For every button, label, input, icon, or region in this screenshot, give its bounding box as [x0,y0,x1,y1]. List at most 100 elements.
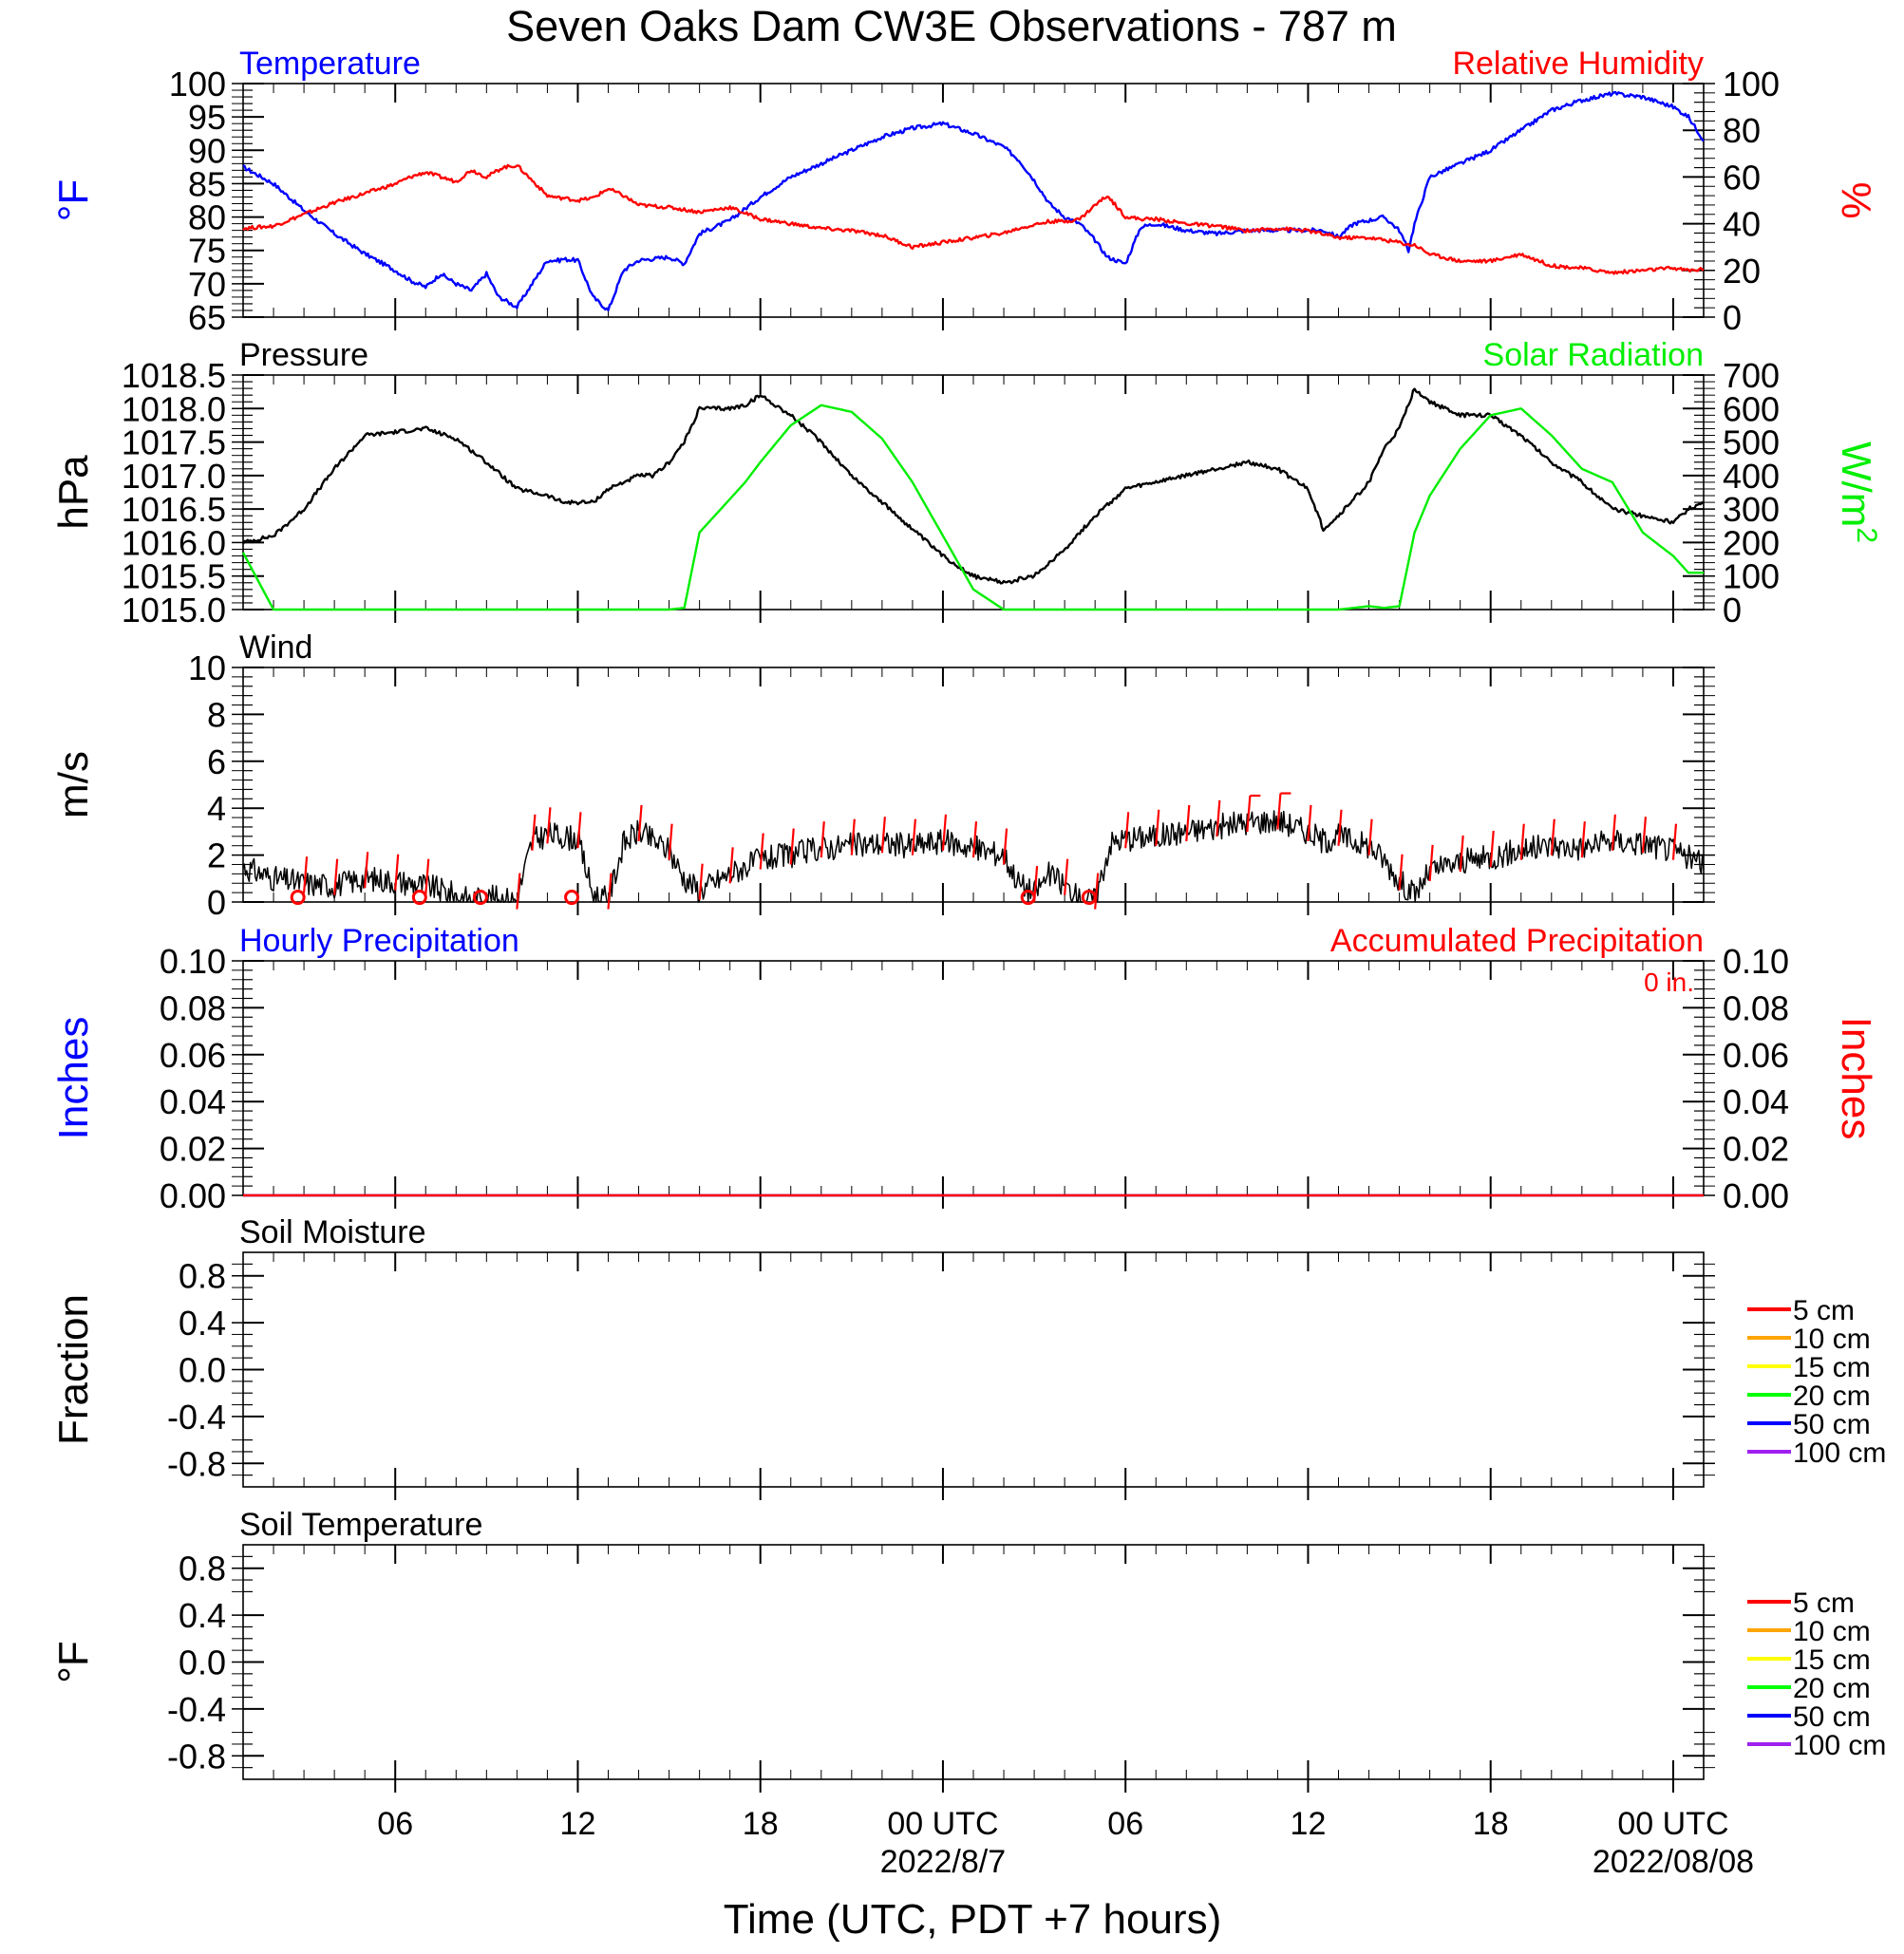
wind-barb [302,856,309,893]
temperature-humidity-left-tick-label: 85 [188,164,226,203]
wind-left-title: Wind [239,629,312,666]
temperature-humidity-right-tick-label: 60 [1723,158,1761,197]
wind-y-label: m/s [50,751,97,818]
soil-moisture-legend-label: 100 cm [1793,1437,1886,1469]
wind-barb [1519,823,1525,860]
temperature-humidity-panel: Temperature Relative Humidity°F %657075808… [50,46,1879,337]
wind-barb [1611,814,1616,851]
temperature-humidity-y-label: °F [50,179,97,221]
wind-barb [1002,828,1009,865]
soil-moisture-left-tick-label: 0.8 [179,1257,226,1296]
temperature-humidity-right-title: Relative Humidity [1452,46,1704,82]
wind-barb [424,858,430,895]
wind-barb [531,814,537,851]
precipitation-left-tick-label: 0.02 [160,1130,226,1169]
pressure-solar-right-tick-label: 400 [1723,457,1780,496]
wind-calm-marker [290,890,306,906]
figure-title: Seven Oaks Dam CW3E Observations - 787 m [506,2,1397,50]
wind-barb [546,807,552,844]
soil-moisture-legend-label: 50 cm [1793,1409,1871,1440]
pressure-solar-y-label-right: W/m2 [1833,442,1882,543]
x-tick-label: 12 [1291,1806,1327,1842]
wind-barb [576,812,582,849]
soil-moisture-left-title: Soil Moisture [239,1214,426,1250]
wind-barb [1367,818,1373,855]
pressure-solar-left-tick-label: 1017.0 [122,457,226,496]
soil-temperature-legend-label: 50 cm [1793,1701,1871,1733]
wind-barb [1216,799,1221,837]
x-tick-label: 06 [377,1806,413,1842]
wind-barb [1641,817,1648,854]
pressure-solar-right-title: Solar Radiation [1483,337,1704,373]
precipitation-right-tick-label: 0.08 [1723,988,1789,1027]
precipitation-right-tick-label: 0.04 [1723,1082,1789,1121]
wind-barb [1064,858,1069,895]
wind-barb [1459,835,1464,873]
x-axis-label: Time (UTC, PDT +7 hours) [724,1896,1221,1943]
temperature-humidity-left-tick-label: 95 [188,98,226,137]
wind-barb [1307,804,1312,841]
soil-moisture-legend-label: 20 cm [1793,1381,1871,1412]
precipitation-left-tick-label: 0.04 [160,1082,226,1121]
x-tick-label: 18 [743,1806,779,1842]
precipitation-left-tick-label: 0.00 [160,1176,226,1215]
wind-left-tick-label: 8 [207,695,226,734]
pressure-solar-right-tick-label: 200 [1723,523,1780,562]
pressure-solar-right-tick-label: 0 [1723,591,1742,629]
wind-calm-marker [411,890,427,906]
wind-barb [698,863,704,900]
pressure-solar-left-tick-label: 1016.0 [122,523,226,562]
precipitation-right-title: Accumulated Precipitation [1330,923,1704,959]
precipitation-right-tick-label: 0.06 [1723,1036,1789,1075]
soil-temperature-left-tick-label: -0.8 [167,1737,226,1776]
temperature-humidity-left-tick-label: 90 [188,131,226,170]
soil-temperature-legend-label: 100 cm [1793,1730,1886,1761]
precipitation-left-tick-label: 0.08 [160,988,226,1027]
soil-temperature-frame [242,1544,1705,1780]
pressure-solar-right-tick-label: 600 [1723,389,1780,428]
temperature-humidity-left-title: Temperature [239,46,421,82]
precipitation-y-label: Inches [50,1017,97,1140]
soil-temperature-legend-label: 15 cm [1793,1644,1871,1676]
soil-temperature-legend-label: 5 cm [1793,1588,1855,1619]
wind-left-tick-label: 10 [188,648,226,687]
temperature-humidity-y-label-right: % [1833,181,1879,218]
pressure-solar-y-label: hPa [50,455,97,530]
temperature-humidity-frame [242,83,1705,318]
wind-barb [1094,873,1100,910]
pressure-solar-series-line [241,387,1705,585]
wind-barb [789,828,795,865]
wind-barb [941,814,948,851]
soil-temperature-y-label: °F [50,1641,97,1682]
precipitation-annotation: 0 in. [1644,968,1694,997]
wind-barb [1155,809,1160,846]
wind-barb [668,823,673,860]
pressure-solar-left-title: Pressure [239,337,368,373]
pressure-solar-left-tick-label: 1017.5 [122,423,226,462]
precipitation-panel: Hourly Precipitation Accumulated Precipit… [50,923,1879,1215]
temperature-humidity-right-tick-label: 40 [1723,205,1761,244]
temperature-humidity-right-tick-label: 100 [1723,65,1780,103]
x-date-label: 2022/08/08 [1593,1844,1754,1880]
wind-barb [880,817,886,854]
pressure-solar-panel: Pressure Solar Radiation hPa W/m2 1015.01015… [50,337,1882,629]
wind-calm-marker [1081,890,1097,906]
wind-barb [1185,804,1191,841]
wind-barb [1580,821,1586,858]
wind-barb [516,873,521,910]
soil-temperature-left-tick-label: -0.4 [167,1690,226,1729]
pressure-solar-left-tick-label: 1016.5 [122,490,226,529]
soil-moisture-legend-label: 10 cm [1793,1324,1871,1355]
temperature-humidity-right-tick-label: 80 [1723,111,1761,150]
temperature-humidity-right-tick-label: 20 [1723,252,1761,291]
precipitation-right-tick-label: 0.10 [1723,942,1789,981]
soil-temperature-legend-label: 10 cm [1793,1616,1871,1647]
wind-barb [728,847,734,884]
soil-temperature-left-tick-label: 0.4 [179,1596,226,1635]
temperature-humidity-series-line [242,90,1705,311]
precipitation-left-tick-label: 0.10 [160,942,226,981]
wind-barb [1671,823,1678,860]
wind-frame [242,667,1705,903]
